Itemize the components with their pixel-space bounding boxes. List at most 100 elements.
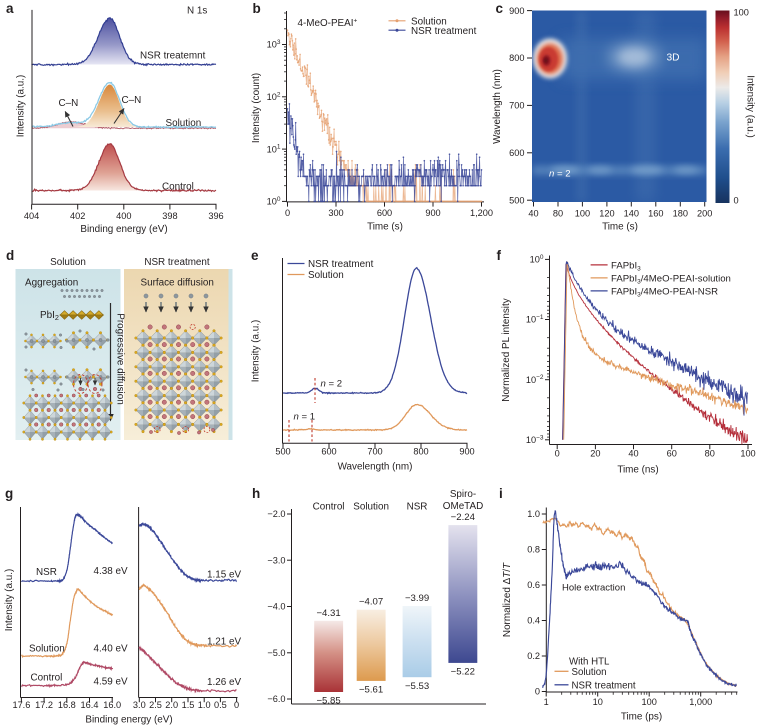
svg-text:−3.0: −3.0 (267, 556, 285, 566)
svg-text:0: 0 (734, 195, 739, 205)
svg-text:−5.61: −5.61 (359, 685, 383, 696)
svg-text:500: 500 (509, 195, 524, 205)
svg-text:20: 20 (590, 449, 600, 459)
svg-text:0.6: 0.6 (527, 580, 540, 590)
svg-text:Solution: Solution (308, 270, 344, 281)
svg-text:600: 600 (321, 447, 336, 457)
svg-text:e: e (251, 248, 259, 263)
svg-text:Solution: Solution (353, 502, 389, 513)
svg-text:900: 900 (509, 6, 524, 16)
svg-text:200: 200 (697, 208, 712, 218)
svg-text:f: f (497, 248, 502, 263)
svg-text:1.21 eV: 1.21 eV (207, 637, 241, 648)
svg-text:Normalized ΔT/T: Normalized ΔT/T (502, 562, 513, 637)
svg-text:NSR treatment: NSR treatment (572, 681, 636, 692)
svg-text:−5.0: −5.0 (267, 648, 285, 658)
svg-text:Solution: Solution (29, 644, 65, 655)
svg-text:Intensity (a.u.): Intensity (a.u.) (16, 75, 27, 138)
svg-text:b: b (253, 1, 261, 16)
svg-text:300: 300 (328, 208, 343, 218)
svg-text:900: 900 (459, 447, 474, 457)
svg-text:NSR treatment: NSR treatment (411, 26, 477, 37)
svg-text:FAPbI3/4MeO-PEAI-solution: FAPbI3/4MeO-PEAI-solution (611, 273, 731, 285)
svg-text:Intensity (a.u.): Intensity (a.u.) (745, 75, 756, 138)
svg-text:C–N: C–N (59, 98, 79, 109)
svg-text:1.0: 1.0 (527, 509, 540, 519)
svg-text:Aggregation: Aggregation (25, 278, 78, 289)
svg-text:396: 396 (208, 211, 223, 221)
svg-text:0: 0 (234, 700, 239, 710)
svg-text:10−2: 10−2 (526, 374, 544, 385)
svg-text:120: 120 (599, 208, 614, 218)
svg-text:0: 0 (535, 687, 540, 697)
svg-text:102: 102 (267, 91, 281, 102)
svg-text:Control: Control (313, 502, 345, 513)
svg-text:0.4: 0.4 (527, 616, 540, 626)
svg-text:100: 100 (740, 449, 755, 459)
svg-text:n = 2: n = 2 (549, 169, 571, 180)
svg-text:0.5: 0.5 (214, 700, 227, 710)
svg-text:FAPbI3/4MeO-PEAI-NSR: FAPbI3/4MeO-PEAI-NSR (611, 286, 718, 298)
svg-text:1.26 eV: 1.26 eV (207, 677, 241, 688)
svg-text:d: d (6, 248, 14, 263)
svg-text:60: 60 (667, 449, 677, 459)
svg-text:100: 100 (642, 697, 657, 707)
svg-text:10−1: 10−1 (526, 314, 544, 325)
svg-text:Progressive diffusion: Progressive diffusion (115, 313, 126, 404)
svg-text:PbI2: PbI2 (40, 310, 59, 322)
svg-text:Wavelength (nm): Wavelength (nm) (492, 69, 503, 144)
svg-text:Control: Control (31, 673, 63, 684)
svg-text:−2.24: −2.24 (451, 512, 476, 523)
svg-text:80: 80 (553, 208, 563, 218)
svg-text:Spiro-: Spiro- (450, 489, 476, 500)
svg-text:398: 398 (162, 211, 177, 221)
svg-text:Binding energy (eV): Binding energy (eV) (80, 224, 167, 235)
svg-text:h: h (252, 486, 260, 501)
svg-text:n = 1: n = 1 (294, 412, 316, 423)
svg-text:NSR: NSR (407, 502, 428, 513)
svg-text:Solution: Solution (411, 16, 447, 27)
svg-text:402: 402 (70, 211, 85, 221)
svg-text:1: 1 (544, 697, 549, 707)
svg-text:Time (ps): Time (ps) (621, 712, 662, 723)
svg-text:2.5: 2.5 (149, 700, 162, 710)
svg-text:700: 700 (509, 101, 524, 111)
svg-text:0.2: 0.2 (527, 651, 540, 661)
svg-text:140: 140 (624, 208, 639, 218)
svg-text:0.8: 0.8 (527, 545, 540, 555)
svg-text:900: 900 (425, 208, 440, 218)
svg-text:N 1s: N 1s (187, 6, 207, 17)
svg-text:Wavelength (nm): Wavelength (nm) (338, 461, 413, 472)
svg-text:Solution: Solution (50, 257, 86, 268)
svg-text:Hole extraction: Hole extraction (562, 583, 625, 594)
svg-text:404: 404 (24, 211, 39, 221)
svg-text:4.38 eV: 4.38 eV (94, 566, 128, 577)
svg-text:1.5: 1.5 (182, 700, 195, 710)
svg-text:NSR treatemnt: NSR treatemnt (140, 51, 206, 62)
svg-text:NSR treatment: NSR treatment (144, 257, 210, 268)
svg-text:−6.0: −6.0 (267, 694, 285, 704)
svg-text:a: a (6, 1, 14, 16)
svg-text:Intensity (a.u.): Intensity (a.u.) (251, 320, 262, 383)
svg-text:−4.31: −4.31 (316, 608, 340, 619)
svg-text:−3.99: −3.99 (405, 593, 429, 604)
svg-text:17.2: 17.2 (35, 700, 53, 710)
svg-text:Time (ns): Time (ns) (617, 464, 658, 475)
svg-text:2.0: 2.0 (165, 700, 178, 710)
svg-text:600: 600 (377, 208, 392, 218)
svg-text:With HTL: With HTL (569, 657, 610, 668)
svg-text:Time (s): Time (s) (602, 221, 638, 232)
svg-text:i: i (499, 486, 503, 501)
svg-text:16.4: 16.4 (81, 700, 99, 710)
svg-text:Time (s): Time (s) (367, 221, 403, 232)
svg-text:FAPbI3: FAPbI3 (611, 260, 641, 272)
svg-text:100: 100 (734, 7, 749, 17)
svg-text:−5.85: −5.85 (316, 696, 340, 707)
svg-text:160: 160 (648, 208, 663, 218)
svg-text:c: c (496, 1, 504, 16)
svg-text:180: 180 (673, 208, 688, 218)
svg-text:Normalized PL intensity: Normalized PL intensity (501, 298, 512, 401)
svg-text:1,200: 1,200 (470, 208, 493, 218)
svg-text:OMeTAD: OMeTAD (443, 501, 483, 512)
svg-text:700: 700 (367, 447, 382, 457)
